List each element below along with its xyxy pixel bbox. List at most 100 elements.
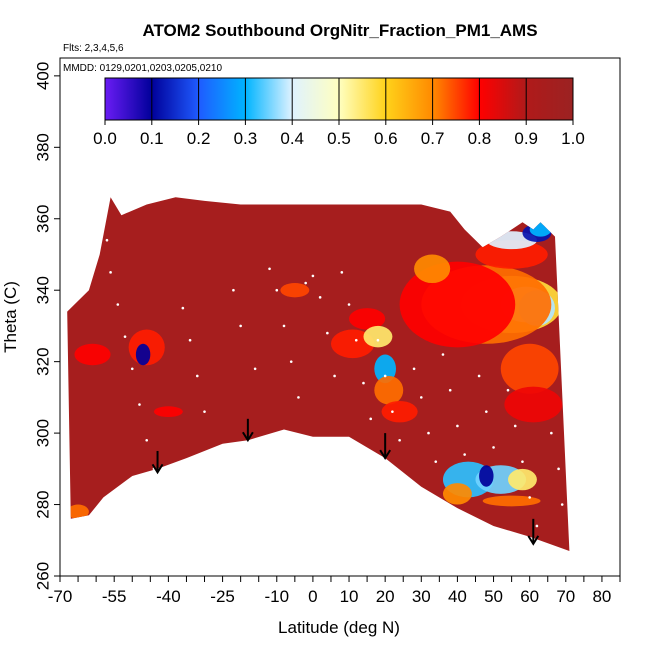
track-point	[253, 367, 257, 371]
arrow-head	[242, 431, 254, 443]
track-point	[239, 324, 242, 328]
track-point	[318, 296, 322, 299]
heatmap-patch	[67, 504, 89, 519]
track-point	[485, 410, 488, 413]
heatmap-patch	[330, 329, 375, 359]
track-point	[347, 303, 351, 306]
heatmap-patch	[529, 222, 552, 237]
track-point	[427, 431, 430, 435]
x-tick-label: -10	[264, 587, 289, 606]
x-tick-label: -25	[210, 587, 235, 606]
track-point	[130, 367, 134, 371]
track-point	[188, 338, 192, 342]
track-point	[105, 238, 109, 242]
track-point	[102, 210, 105, 213]
flights-label: Flts: 2,3,4,5,6	[63, 43, 124, 54]
heatmap-patch	[479, 465, 494, 487]
colorbar-tick-label: 0.8	[468, 129, 492, 148]
colorbar-tick-label: 0.0	[93, 129, 117, 148]
heatmap-patch	[374, 375, 404, 405]
track-point	[340, 271, 344, 274]
track-point	[383, 374, 387, 378]
heatmap-patch	[500, 343, 559, 394]
y-tick-label: 400	[33, 62, 52, 90]
colorbar-tick-label: 0.3	[234, 129, 258, 148]
track-point	[354, 338, 358, 342]
heatmap-patch	[442, 483, 472, 505]
x-tick-label: 40	[448, 587, 467, 606]
arrow-head	[151, 463, 164, 475]
track-point	[326, 331, 329, 335]
x-axis: -70 -55 -40 -25 -10 0 10 20 30 40 50 60 70 80	[48, 576, 621, 606]
profile-arrows	[151, 418, 540, 546]
track-point	[521, 460, 524, 463]
track-point	[550, 431, 553, 435]
heatmap-patch	[153, 406, 183, 418]
track-point	[513, 424, 517, 428]
heatmap-patch	[381, 400, 418, 423]
track-point	[282, 324, 286, 328]
track-point	[412, 367, 416, 371]
x-tick-label: 80	[592, 587, 611, 606]
colorbar-tick-label: 0.5	[327, 129, 351, 148]
x-tick-label: 60	[520, 587, 539, 606]
x-tick-label: 0	[308, 587, 317, 606]
colorbar-tick-label: 0.1	[140, 129, 164, 148]
arrow-head	[379, 449, 392, 460]
heatmap-patch	[508, 468, 537, 491]
heatmap-patch	[374, 354, 396, 384]
track-point	[448, 388, 452, 392]
heatmap-patch	[74, 343, 111, 366]
track-point	[362, 381, 365, 385]
track-point	[203, 410, 206, 413]
track-point	[528, 496, 531, 499]
colorbar-tick-label: 1.0	[561, 129, 585, 148]
track-point	[275, 288, 279, 292]
track-point	[369, 417, 373, 421]
colorbar-tick-label: 0.7	[421, 129, 445, 148]
track-point	[477, 374, 481, 378]
x-tick-label: -55	[102, 587, 127, 606]
track-point	[311, 274, 315, 278]
track-point	[535, 524, 539, 528]
colorbar-tick-label: 0.9	[514, 129, 538, 148]
heatmap-patch	[280, 283, 310, 298]
x-tick-label: -70	[48, 587, 73, 606]
colorbar-ticks: 0.0 0.1 0.2 0.3 0.4 0.5 0.6 0.7 0.8 0.9 1.0	[93, 120, 585, 148]
track-point	[289, 360, 293, 363]
track-point	[376, 338, 380, 342]
heatmap-patch	[399, 261, 516, 348]
x-tick-label: 70	[556, 587, 575, 606]
track-point	[398, 438, 401, 442]
x-tick-label: 30	[412, 587, 431, 606]
track-point	[419, 396, 423, 399]
y-tick-label: 380	[33, 133, 52, 161]
track-point	[116, 303, 120, 306]
colorbar-dividers	[151, 78, 527, 120]
track-point	[492, 446, 495, 449]
track-point	[268, 267, 271, 271]
heatmap-patch	[363, 325, 393, 348]
track-point	[297, 396, 300, 399]
track-point	[441, 353, 445, 356]
y-axis: 260 280 300 320 340 360 380 400	[33, 62, 60, 590]
colorbar-tick-label: 0.6	[374, 129, 398, 148]
track-point	[109, 271, 112, 274]
track-point	[145, 438, 149, 442]
y-tick-label: 260	[33, 562, 52, 590]
arrow-head	[527, 535, 540, 546]
x-tick-label: 50	[484, 587, 503, 606]
heatmap-patch	[504, 386, 563, 423]
track-point	[181, 306, 185, 310]
colorbar: 0.0 0.1 0.2 0.3 0.4 0.5 0.6 0.7 0.8 0.9 1.0	[93, 77, 585, 148]
track-point	[391, 410, 394, 413]
track-point	[195, 374, 199, 378]
track-point	[557, 467, 560, 471]
x-tick-label: -40	[156, 587, 181, 606]
track-point	[506, 388, 510, 392]
heatmap-patch	[414, 254, 451, 284]
heatmap-patch	[475, 240, 548, 269]
x-axis-label: Latitude (deg N)	[278, 618, 400, 637]
x-tick-label: 10	[340, 587, 359, 606]
